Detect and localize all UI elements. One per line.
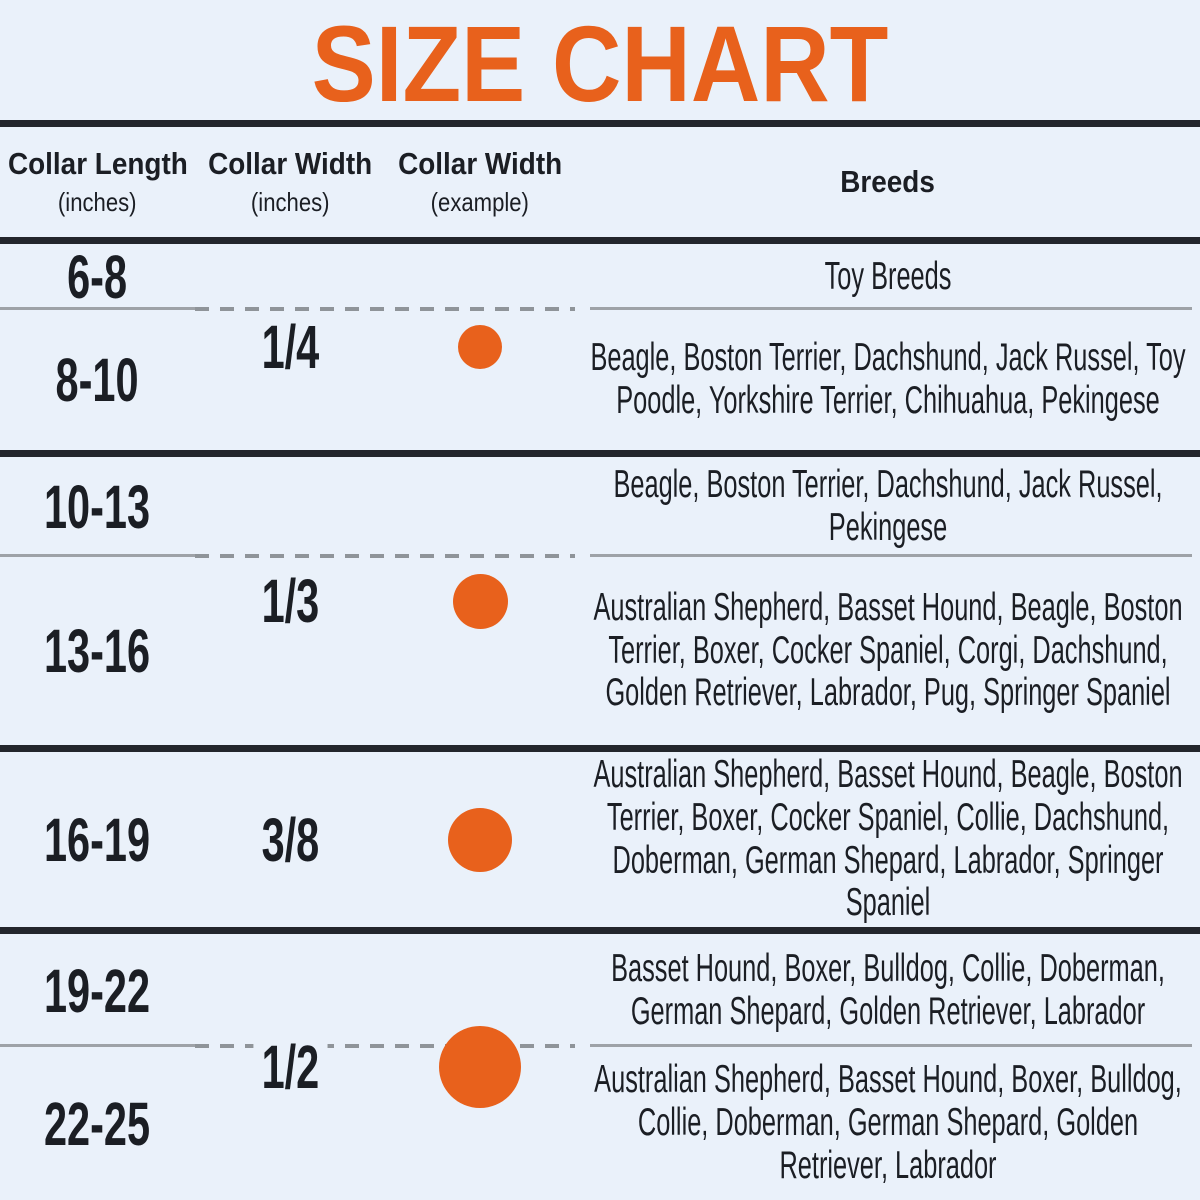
header-collar-width-inches: Collar Width (inches) <box>195 127 385 237</box>
breeds-list: Basset Hound, Boxer, Bulldog, Collie, Do… <box>610 946 1165 1033</box>
collar-length-cell: 6-8 <box>0 243 195 311</box>
collar-width-cell: 1/2 <box>195 934 385 1200</box>
breeds-cell: Basset Hound, Boxer, Bulldog, Collie, Do… <box>575 934 1200 1047</box>
collar-width-value: 3/8 <box>253 804 327 875</box>
collar-width-cell: 1/3 <box>195 457 385 745</box>
title-bar: SIZE CHART <box>0 0 1200 124</box>
collar-length-column: 10-13 13-16 <box>0 457 195 745</box>
collar-length-cell: 13-16 <box>0 557 195 745</box>
collar-width-example-dot <box>448 807 512 872</box>
size-group-1-4-inch: 6-8 8-10 1/4 Toy Breeds Beagle, Boston T… <box>0 243 1200 450</box>
size-group-1-3-inch: 10-13 13-16 1/3 Beagle, Boston Terrier, … <box>0 457 1200 745</box>
row-divider-solid-left <box>0 1044 195 1047</box>
breeds-cell: Beagle, Boston Terrier, Dachshund, Jack … <box>575 310 1200 450</box>
header-breeds: Breeds <box>575 127 1200 237</box>
row-divider-solid-left <box>0 307 195 310</box>
header-sublabel: (inches) <box>250 187 330 217</box>
collar-length-value: 13-16 <box>44 617 151 685</box>
header-collar-length: Collar Length (inches) <box>0 127 195 237</box>
collar-width-example-cell <box>385 934 575 1200</box>
collar-length-value: 22-25 <box>44 1089 151 1158</box>
breeds-cell: Australian Shepherd, Basset Hound, Boxer… <box>575 1047 1200 1200</box>
collar-width-example-cell <box>385 752 575 927</box>
size-group-3-8-inch: 16-19 3/8 Australian Shepherd, Basset Ho… <box>0 752 1200 927</box>
row-divider-solid-right <box>590 554 1192 557</box>
collar-width-example-cell <box>385 457 575 745</box>
collar-length-column: 19-22 22-25 <box>0 934 195 1200</box>
breeds-column: Beagle, Boston Terrier, Dachshund, Jack … <box>575 457 1200 745</box>
collar-width-cell: 1/4 <box>195 244 385 450</box>
header-label: Collar Length <box>7 146 188 181</box>
collar-length-cell: 10-13 <box>0 457 195 557</box>
breeds-column: Australian Shepherd, Basset Hound, Beagl… <box>575 752 1200 927</box>
table-header: Collar Length (inches) Collar Width (inc… <box>0 127 1200 237</box>
collar-length-cell: 16-19 <box>0 752 195 927</box>
breeds-column: Basset Hound, Boxer, Bulldog, Collie, Do… <box>575 934 1200 1200</box>
group-separator-rule <box>0 450 1200 457</box>
header-label: Breeds <box>840 164 935 199</box>
row-divider-solid-right <box>590 1044 1192 1047</box>
collar-width-example-dot <box>458 325 502 369</box>
breeds-cell: Toy Breeds <box>575 244 1200 310</box>
size-group-1-2-inch: 19-22 22-25 1/2 Basset Hound, Boxer, Bul… <box>0 934 1200 1200</box>
collar-width-example-dot <box>452 573 508 629</box>
collar-length-column: 16-19 <box>0 752 195 927</box>
breeds-cell: Australian Shepherd, Basset Hound, Beagl… <box>575 557 1200 745</box>
breeds-cell: Australian Shepherd, Basset Hound, Beagl… <box>575 752 1200 927</box>
row-divider-dashed <box>195 1044 575 1048</box>
group-separator-rule <box>0 927 1200 934</box>
row-divider-dashed <box>195 554 575 558</box>
breeds-list: Australian Shepherd, Basset Hound, Beagl… <box>592 585 1183 715</box>
collar-length-column: 6-8 8-10 <box>0 243 195 450</box>
breeds-list: Australian Shepherd, Basset Hound, Boxer… <box>593 1058 1182 1187</box>
header-sublabel: (inches) <box>58 187 137 217</box>
breeds-column: Toy Breeds Beagle, Boston Terrier, Dachs… <box>575 244 1200 450</box>
header-label: Collar Width <box>397 146 563 181</box>
breeds-list: Beagle, Boston Terrier, Dachshund, Jack … <box>612 463 1163 549</box>
collar-length-value: 16-19 <box>44 805 151 874</box>
header-label: Collar Width <box>207 146 373 181</box>
row-divider-solid-right <box>590 307 1192 310</box>
collar-width-value: 1/4 <box>253 312 327 382</box>
breeds-list: Australian Shepherd, Basset Hound, Beagl… <box>592 752 1183 925</box>
row-divider-solid-left <box>0 554 195 557</box>
row-divider-dashed <box>195 307 575 311</box>
collar-width-example-cell <box>385 244 575 450</box>
header-collar-width-example: Collar Width (example) <box>385 127 575 237</box>
collar-length-cell: 8-10 <box>0 310 195 450</box>
collar-width-example-dot <box>439 1026 521 1108</box>
collar-width-value: 1/3 <box>253 566 327 636</box>
page-title: SIZE CHART <box>311 2 889 124</box>
collar-length-cell: 22-25 <box>0 1047 195 1200</box>
breeds-cell: Beagle, Boston Terrier, Dachshund, Jack … <box>575 457 1200 557</box>
collar-length-value: 8-10 <box>55 346 140 414</box>
collar-length-value: 6-8 <box>67 243 128 311</box>
breeds-list: Beagle, Boston Terrier, Dachshund, Jack … <box>589 336 1186 422</box>
group-separator-rule <box>0 745 1200 752</box>
collar-width-cell: 3/8 <box>195 752 385 927</box>
header-sublabel: (example) <box>430 187 530 217</box>
collar-length-value: 19-22 <box>44 956 151 1025</box>
rule-under-title <box>0 120 1200 127</box>
rule-under-header <box>0 237 1200 244</box>
collar-length-value: 10-13 <box>44 473 151 541</box>
breeds-list: Toy Breeds <box>824 254 951 298</box>
collar-width-value: 1/2 <box>253 1032 327 1102</box>
collar-length-cell: 19-22 <box>0 934 195 1047</box>
